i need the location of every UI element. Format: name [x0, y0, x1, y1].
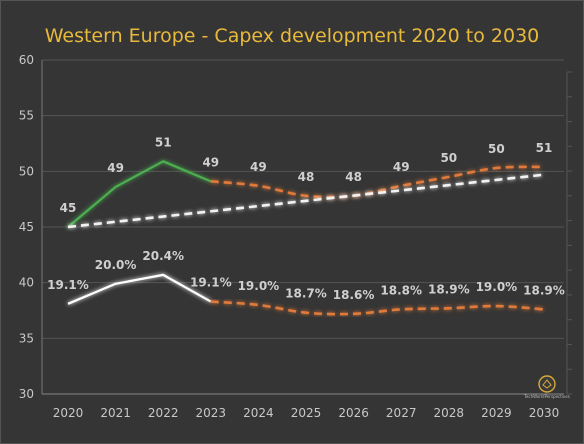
data-label-capex_forecast: 50 [488, 142, 505, 156]
data-label-capex_forecast: 49 [393, 160, 410, 174]
data-label-share_forecast: 19.0% [238, 279, 280, 293]
x-tick-label-2020: 2020 [53, 406, 84, 420]
chart-title: Western Europe - Capex development 2020 … [45, 25, 540, 47]
logo-text: TechWorldPerspectives [523, 394, 570, 399]
data-label-capex_actual: 49 [107, 161, 124, 175]
y-tick-label-40: 40 [19, 276, 34, 290]
data-label-capex_actual: 45 [60, 201, 77, 215]
data-label-capex_actual: 51 [155, 135, 172, 149]
x-tick-label-2027: 2027 [386, 406, 417, 420]
data-label-share_actual: 19.1% [190, 276, 232, 290]
y-tick-label-30: 30 [19, 387, 34, 401]
x-tick-label-2025: 2025 [291, 406, 322, 420]
x-tick-label-2026: 2026 [338, 406, 369, 420]
data-label-capex_forecast: 51 [536, 141, 553, 155]
series-line-share_actual [67, 273, 212, 305]
data-label-share_forecast: 18.8% [380, 283, 422, 297]
logo: TechWorldPerspectives [523, 375, 570, 399]
data-label-capex_actual: 49 [202, 155, 219, 169]
y-tick-label-60: 60 [19, 53, 34, 67]
y-tick-label-35: 35 [19, 331, 34, 345]
x-tick-label-2030: 2030 [529, 406, 560, 420]
series-layer [67, 160, 545, 316]
data-label-capex_forecast: 48 [298, 170, 315, 184]
x-tick-label-2022: 2022 [148, 406, 179, 420]
data-label-share_forecast: 18.6% [333, 288, 375, 302]
series-line-capex_trend [67, 173, 545, 229]
x-tick-label-2023: 2023 [196, 406, 227, 420]
y-tick-label-50: 50 [19, 164, 34, 178]
x-tick-label-2028: 2028 [434, 406, 465, 420]
data-label-share_forecast: 18.9% [523, 283, 565, 297]
data-label-capex_forecast: 48 [345, 170, 362, 184]
gridlines [41, 59, 568, 395]
y-tick-label-55: 55 [19, 109, 34, 123]
logo-mark [542, 379, 552, 389]
data-labels: 45 49 51 49 49 48 48 49 50 50 51 19.1% 20.0% 20.4% 19.… [47, 135, 565, 302]
y-tick-label-45: 45 [19, 220, 34, 234]
data-label-share_actual: 20.0% [95, 258, 137, 272]
series-line-share_forecast [210, 300, 545, 316]
x-axis: 2020 2021 2022 2023 2024 2025 2026 2027 2028 2029… [53, 406, 560, 420]
data-label-share_forecast: 18.7% [285, 287, 327, 301]
x-tick-label-2024: 2024 [243, 406, 274, 420]
logo-badge-icon [538, 375, 556, 393]
data-label-capex_forecast: 49 [250, 160, 267, 174]
data-label-share_actual: 19.1% [47, 278, 89, 292]
data-label-capex_forecast: 50 [440, 151, 457, 165]
series-line-capex_actual [67, 160, 212, 228]
right-axis-ticks [567, 71, 572, 395]
x-tick-label-2021: 2021 [100, 406, 131, 420]
y-axis: 30 35 40 45 50 55 60 [19, 53, 34, 401]
data-label-share_forecast: 18.9% [428, 282, 470, 296]
x-tick-label-2029: 2029 [481, 406, 512, 420]
data-label-share_actual: 20.4% [142, 249, 184, 263]
data-label-share_forecast: 19.0% [476, 280, 518, 294]
